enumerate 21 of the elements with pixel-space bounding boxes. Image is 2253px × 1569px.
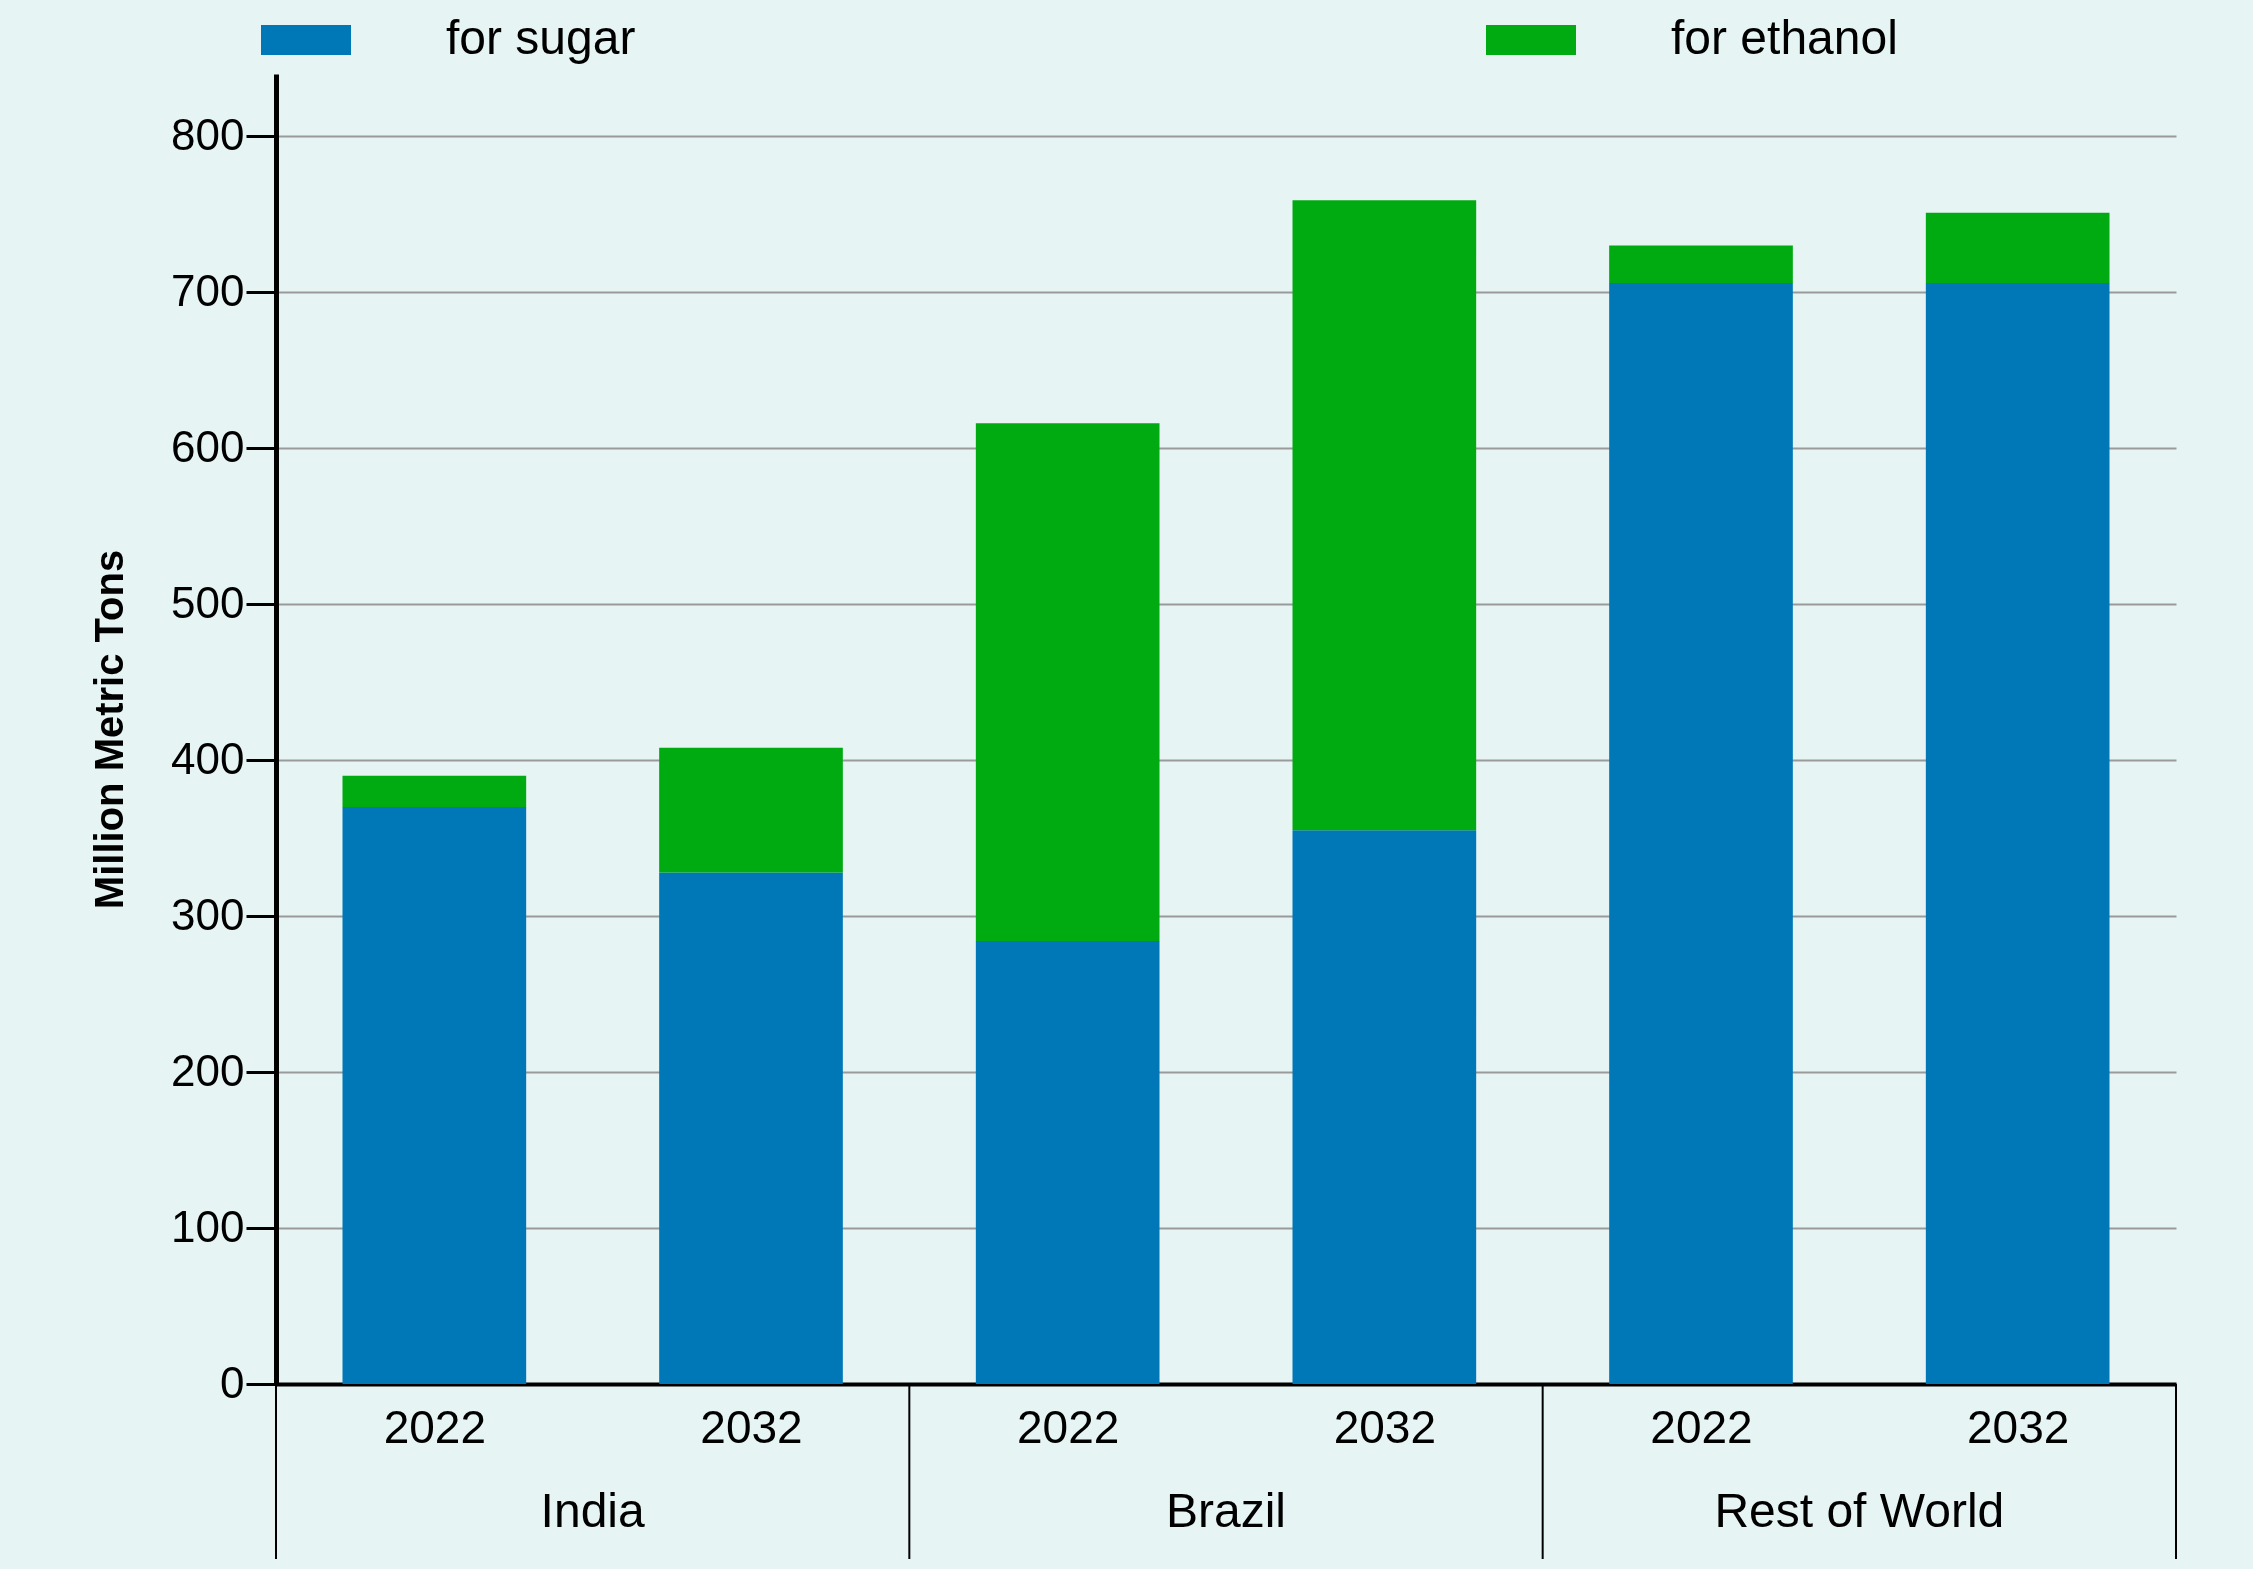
y-tick-label: 300 — [171, 889, 245, 939]
x-tick-label: 2032 — [700, 1400, 803, 1453]
text: Rest of World — [1714, 1484, 2005, 1537]
y-tick-label: 800 — [171, 109, 245, 159]
text: Brazil — [1165, 1484, 1287, 1537]
x-tick-label: 2022 — [383, 1400, 487, 1453]
legend-label: for ethanol — [1671, 11, 1898, 64]
legend-label: for sugar — [446, 11, 636, 64]
y-tick-label: 200 — [171, 1045, 245, 1095]
y-tick-label: 700 — [171, 265, 245, 315]
y-tick-label: 400 — [171, 733, 245, 783]
x-tick-label: 2022 — [1016, 1400, 1120, 1453]
y-tick-label: 500 — [171, 577, 245, 627]
y-tick-label: 0 — [220, 1357, 245, 1407]
text: India — [540, 1484, 646, 1537]
y-tick-label: 100 — [171, 1201, 245, 1251]
x-tick-label: 2032 — [1966, 1400, 2070, 1453]
y-tick-label: 600 — [171, 421, 245, 471]
y-axis-title: Million Metric Tons — [87, 549, 132, 910]
x-tick-label: 2032 — [1333, 1400, 1437, 1453]
x-tick-label: 2022 — [1650, 1400, 1753, 1453]
